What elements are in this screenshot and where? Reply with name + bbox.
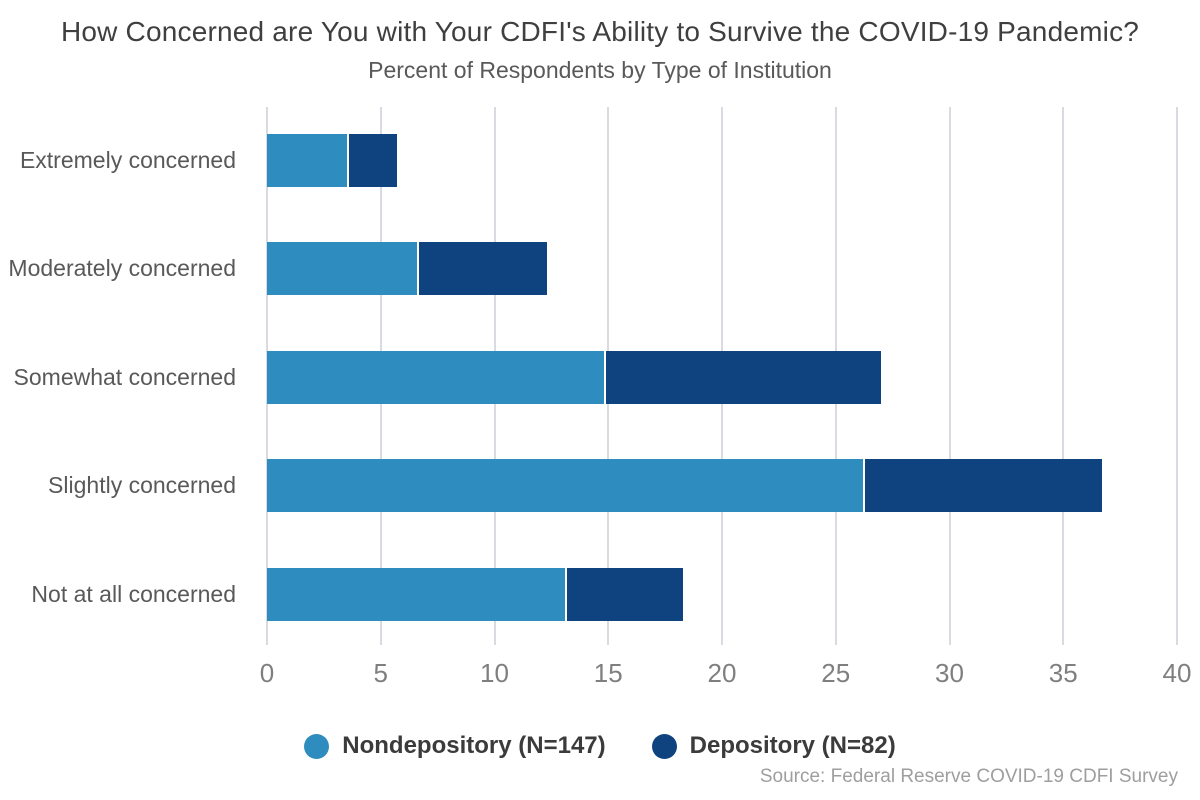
x-tick-label: 35 (1048, 658, 1078, 688)
bar-segment-depository[interactable] (346, 133, 397, 187)
legend-item[interactable]: Nondepository (N=147) (304, 732, 606, 760)
bar-row (267, 133, 1177, 187)
legend-item[interactable]: Depository (N=82) (651, 732, 896, 760)
y-axis-labels: Extremely concerned Moderately concerned S… (0, 107, 240, 645)
bar-row (267, 567, 1177, 621)
x-tick-label: 0 (259, 658, 275, 688)
bar-segment-depository[interactable] (603, 350, 882, 404)
bar-row (267, 350, 1177, 404)
bar-row (267, 459, 1177, 512)
x-tick-label: 20 (707, 658, 737, 688)
x-tick-label: 15 (593, 658, 623, 688)
bar-segment-nondepository[interactable] (267, 567, 566, 621)
chart-subtitle: Percent of Respondents by Type of Instit… (368, 57, 832, 83)
bar-segment-depository[interactable] (863, 459, 1102, 512)
bar-segment-nondepository[interactable] (267, 350, 604, 404)
chart-title: How Concerned are You with Your CDFI's A… (60, 16, 1140, 47)
category-label: Moderately concerned (8, 255, 236, 281)
category-label: Not at all concerned (31, 580, 236, 607)
x-axis: 0 5 10 15 20 25 30 35 40 (0, 658, 1200, 692)
category-label: Slightly concerned (48, 472, 236, 498)
gridline (948, 107, 951, 645)
legend-marker-icon (304, 733, 330, 759)
gridline (1062, 107, 1065, 645)
x-tick-label: 30 (935, 658, 964, 688)
x-tick-label: 25 (821, 658, 851, 688)
category-label: Extremely concerned (19, 146, 236, 173)
legend: Nondepository (N=147) Depository (N=82) (0, 728, 1200, 764)
legend-label: Nondepository (N=147) (342, 732, 606, 759)
gridline (1176, 107, 1178, 645)
bar-segment-depository[interactable] (417, 242, 547, 295)
category-label: Somewhat concerned (13, 363, 236, 390)
x-tick-label: 10 (480, 658, 509, 688)
bar-row (267, 242, 1177, 295)
plot-area (266, 107, 1178, 645)
legend-marker-icon (651, 733, 677, 759)
x-tick-label: 5 (373, 658, 388, 688)
source-note: Source: Federal Reserve COVID-19 CDFI Su… (759, 766, 1178, 787)
x-tick-label: 40 (1162, 658, 1192, 688)
bar-segment-nondepository[interactable] (267, 133, 347, 187)
bar-segment-depository[interactable] (565, 567, 684, 621)
bar-segment-nondepository[interactable] (267, 459, 864, 512)
legend-label: Depository (N=82) (689, 732, 896, 759)
bar-segment-nondepository[interactable] (267, 242, 418, 295)
